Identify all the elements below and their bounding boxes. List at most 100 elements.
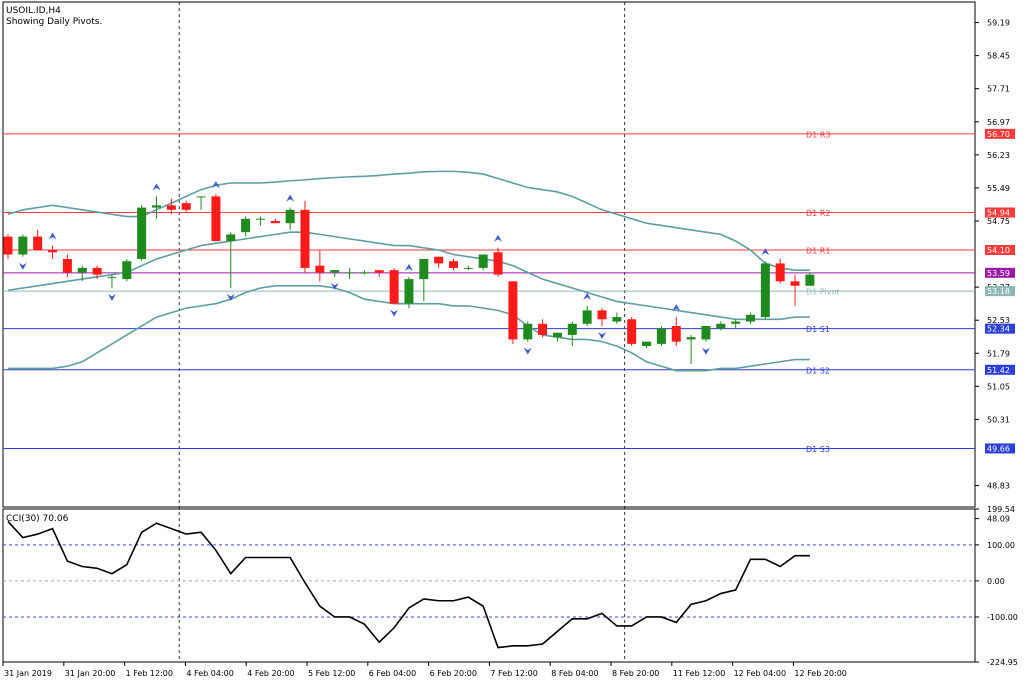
pivot-price-tag: 56.70 xyxy=(987,130,1010,139)
bull-candle xyxy=(196,196,206,198)
pivot-label: D1 R1 xyxy=(806,247,830,256)
bull-candle xyxy=(686,337,696,340)
pivot-price-tag-bg xyxy=(985,207,1015,218)
cci-title: CCI(30) 70.06 xyxy=(6,514,69,524)
pivot-label: D1 S3 xyxy=(806,445,830,454)
bull-candle xyxy=(152,205,161,208)
bear-candle xyxy=(449,261,458,268)
bull-candle xyxy=(241,218,251,233)
bull-candle xyxy=(731,321,741,324)
bull-candle xyxy=(642,341,652,347)
y-tick-label: 58.45 xyxy=(987,52,1010,61)
bear-candle xyxy=(33,236,43,251)
bull-candle xyxy=(552,332,562,338)
pivot-price-tag-bg xyxy=(985,245,1015,256)
x-tick-label: 11 Feb 12:00 xyxy=(673,669,725,678)
y-tick-label: 50.31 xyxy=(987,415,1010,424)
x-tick-label: 6 Feb 20:00 xyxy=(430,669,477,678)
last-price-tag: 53.59 xyxy=(987,269,1010,278)
fractal-up-icon xyxy=(761,248,770,256)
fractal-down-icon xyxy=(598,332,606,340)
fractal-down-icon xyxy=(330,282,339,290)
pivot-label: D1 Pivot xyxy=(806,288,839,297)
pivots-subtitle: Showing Daily Pivots. xyxy=(6,17,102,27)
bear-candle xyxy=(389,270,399,304)
y-tick-label: 48.09 xyxy=(987,515,1010,524)
bear-candle xyxy=(627,319,637,344)
cci-y-tick-label: 199.54 xyxy=(987,505,1015,514)
cci-y-tick-label: 0.00 xyxy=(987,577,1005,586)
bear-candle xyxy=(790,281,800,286)
bull-candle xyxy=(701,326,711,340)
fractal-up-icon xyxy=(211,181,220,189)
bull-candle xyxy=(716,323,726,329)
y-tick-label: 55.49 xyxy=(987,184,1010,193)
x-tick-label: 12 Feb 04:00 xyxy=(734,669,786,678)
pivot-price-tag-bg xyxy=(985,323,1015,334)
main-panel-frame xyxy=(2,1,976,508)
pivot-price-tag-bg xyxy=(985,364,1015,375)
bull-candle xyxy=(567,323,577,335)
bear-candle xyxy=(300,209,310,268)
cci-y-tick-label: -100.00 xyxy=(987,613,1018,622)
bear-candle xyxy=(434,256,444,264)
pivot-price-tag: 54.10 xyxy=(987,246,1010,255)
fractal-down-icon xyxy=(226,294,235,302)
pivot-label: D1 R2 xyxy=(806,209,830,218)
fractal-down-icon xyxy=(107,294,116,302)
pivot-price-tag-bg xyxy=(985,128,1015,139)
y-tick-label: 51.05 xyxy=(987,382,1010,391)
bear-candle xyxy=(538,323,548,335)
x-tick-label: 4 Feb 20:00 xyxy=(247,669,294,678)
pivot-price-tag: 49.66 xyxy=(987,444,1010,453)
y-tick-label: 51.79 xyxy=(987,349,1010,358)
bull-candle xyxy=(285,209,295,224)
x-tick-label: 8 Feb 04:00 xyxy=(551,669,598,678)
fractal-down-icon xyxy=(18,262,27,270)
y-tick-label: 59.19 xyxy=(987,19,1010,28)
y-tick-label: 48.83 xyxy=(987,482,1010,491)
pivot-price-tag: 52.34 xyxy=(987,325,1010,334)
bull-candle xyxy=(330,270,340,273)
bear-candle xyxy=(3,236,13,255)
cci-panel-frame xyxy=(2,508,976,663)
fractal-down-icon xyxy=(523,347,532,355)
bear-candle xyxy=(211,196,221,242)
cci-y-tick-label: -224.95 xyxy=(987,658,1018,667)
bear-candle xyxy=(671,326,681,342)
fractal-up-icon xyxy=(152,183,161,191)
bull-candle xyxy=(345,272,355,274)
bear-candle xyxy=(181,203,191,210)
fractal-up-icon xyxy=(672,304,681,312)
bear-candle xyxy=(166,205,176,210)
pivot-label: D1 R3 xyxy=(806,130,830,139)
bull-candle xyxy=(760,263,770,318)
x-tick-label: 31 Jan 20:00 xyxy=(65,669,116,678)
symbol-title: USOIL.ID,H4 xyxy=(6,6,61,16)
x-tick-label: 5 Feb 12:00 xyxy=(308,669,355,678)
bull-candle xyxy=(419,258,429,280)
cci-line xyxy=(7,520,810,649)
fractal-up-icon xyxy=(494,234,503,242)
y-tick-label: 56.23 xyxy=(987,151,1010,160)
fractal-up-icon xyxy=(583,292,592,300)
bull-candle xyxy=(582,310,592,324)
last-price-tag-bg xyxy=(985,267,1015,278)
bull-candle xyxy=(77,267,87,273)
bear-candle xyxy=(315,265,325,273)
y-tick-label: 52.53 xyxy=(987,316,1010,325)
x-tick-label: 4 Feb 04:00 xyxy=(186,669,233,678)
bear-candle xyxy=(508,281,518,340)
bear-candle xyxy=(597,310,607,320)
fractal-down-icon xyxy=(701,347,710,355)
x-tick-label: 31 Jan 2019 xyxy=(4,669,52,678)
bollinger-middle-line xyxy=(7,231,810,321)
bull-candle xyxy=(226,234,236,242)
bollinger-upper-line xyxy=(7,170,810,271)
bear-candle xyxy=(48,250,58,253)
bull-candle xyxy=(137,207,147,259)
bear-candle xyxy=(92,267,102,275)
pivot-price-tag: 54.94 xyxy=(987,208,1010,217)
